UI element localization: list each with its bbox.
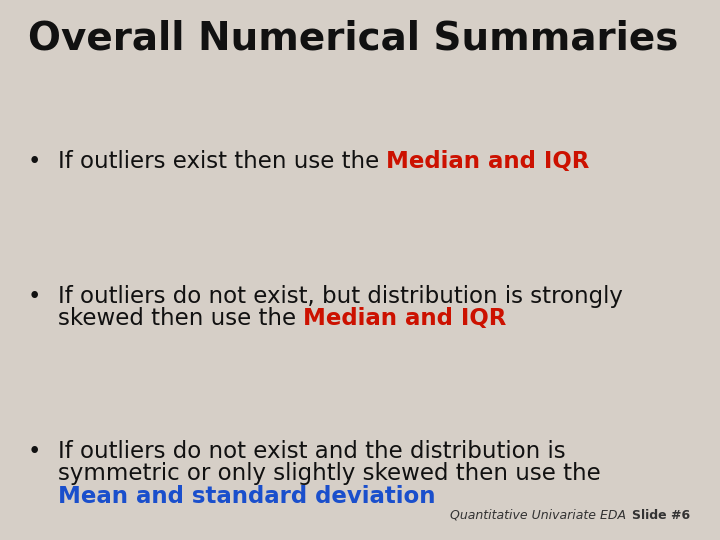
Text: Overall Numerical Summaries: Overall Numerical Summaries [28,20,678,58]
Text: •: • [28,285,41,308]
Text: Mean and standard deviation: Mean and standard deviation [58,484,436,508]
Text: Median and IQR: Median and IQR [303,307,507,330]
Text: •: • [28,150,41,173]
Text: •: • [28,440,41,463]
Text: If outliers do not exist, but distribution is strongly: If outliers do not exist, but distributi… [58,285,623,308]
Text: symmetric or only slightly skewed then use the: symmetric or only slightly skewed then u… [58,462,600,485]
Text: If outliers exist then use the: If outliers exist then use the [58,150,387,173]
Text: Slide #6: Slide #6 [632,509,690,522]
Text: Quantitative Univariate EDA: Quantitative Univariate EDA [450,509,626,522]
Text: Median and IQR: Median and IQR [387,150,590,173]
Text: skewed then use the: skewed then use the [58,307,303,330]
Text: If outliers do not exist and the distribution is: If outliers do not exist and the distrib… [58,440,566,463]
